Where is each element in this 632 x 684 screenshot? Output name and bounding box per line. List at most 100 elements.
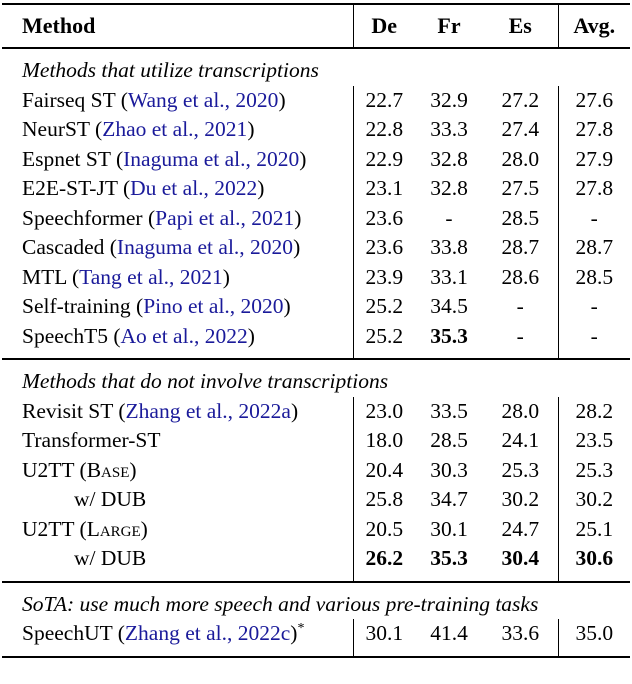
method-label-suffix: ): [290, 621, 298, 645]
score-cell: 28.7: [557, 233, 630, 263]
method-cell: w/ DUB: [2, 485, 353, 515]
method-cell: Fairseq ST (Wang et al., 2020): [2, 86, 353, 116]
table-row: U2TT (Base) 20.4 30.3 25.3 25.3: [2, 455, 630, 485]
citation-link[interactable]: Zhao et al., 2021: [102, 117, 248, 141]
score-cell: 28.7: [501, 235, 540, 259]
method-label: Self-training (: [22, 294, 144, 318]
method-label: Fairseq ST (: [22, 87, 128, 112]
score-cell: 33.3: [430, 117, 468, 141]
score-cell: 27.2: [501, 87, 540, 112]
score-cell: 24.7: [501, 516, 540, 541]
score-cell: 25.2: [352, 321, 415, 359]
score-cell: 35.0: [557, 619, 630, 657]
score-cell: 33.6: [501, 621, 540, 645]
citation-link[interactable]: Inaguma et al., 2020: [116, 235, 294, 259]
citation-link[interactable]: Pino et al., 2020: [143, 294, 284, 318]
score-cell: -: [516, 323, 524, 348]
table-row: U2TT (Large) 20.5 30.1 24.7 25.1: [2, 514, 630, 544]
citation-link[interactable]: Du et al., 2022: [130, 176, 258, 200]
score-cell: 23.9: [352, 262, 415, 292]
score-cell: 33.1: [430, 264, 468, 289]
col-header-fr: Fr: [437, 13, 461, 38]
score-cell: -: [557, 321, 630, 359]
score-cell: 25.3: [501, 457, 540, 482]
score-cell: 25.2: [352, 292, 415, 322]
method-label-suffix: ): [278, 87, 286, 112]
score-cell: 23.1: [352, 174, 415, 204]
method-label-suffix: ): [294, 205, 302, 230]
score-cell: 28.5: [501, 205, 540, 230]
method-label: U2TT (: [22, 516, 87, 541]
score-cell: 32.9: [430, 87, 468, 112]
table-row: SpeechT5 (Ao et al., 2022) 25.2 35.3- -: [2, 321, 630, 360]
method-label-suffix: ): [247, 323, 255, 348]
score-cell: 20.4: [352, 455, 415, 485]
score-cell: 22.7: [352, 85, 415, 115]
score-cell: 30.1: [430, 516, 468, 541]
model-size-label: Large: [86, 516, 141, 541]
method-label: Speechformer (: [22, 205, 156, 230]
method-label-suffix: ): [293, 235, 301, 259]
method-cell: NeurST (Zhao et al., 2021): [2, 115, 353, 145]
score-cell: -: [445, 205, 453, 230]
method-label-suffix: ): [257, 176, 265, 200]
method-cell: w/ DUB: [2, 544, 353, 582]
method-label: U2TT (: [22, 457, 87, 482]
score-cell: 35.3: [430, 323, 468, 348]
method-label: Cascaded (: [22, 235, 117, 259]
section-heading: Methods that utilize transcriptions: [22, 58, 319, 82]
method-label-suffix: ): [290, 398, 299, 423]
score-cell: -: [516, 294, 524, 318]
method-label: w/ DUB: [74, 546, 147, 570]
method-label-suffix: ): [140, 516, 148, 541]
score-cell: 30.4: [501, 546, 540, 570]
method-label: w/ DUB: [74, 487, 147, 511]
score-cell: 27.4: [501, 117, 540, 141]
citation-link[interactable]: Zhang et al., 2022a: [125, 398, 291, 423]
score-cell: 35.3: [430, 546, 468, 570]
section-row: Methods that do not involve transcriptio…: [2, 359, 630, 397]
score-cell: 32.8: [430, 146, 468, 171]
score-cell: 33.5: [430, 398, 468, 423]
method-cell: Cascaded (Inaguma et al., 2020): [2, 233, 353, 263]
citation-link[interactable]: Zhang et al., 2022c: [124, 621, 291, 645]
score-cell: 27.8: [557, 174, 630, 204]
method-cell: MTL (Tang et al., 2021): [2, 263, 353, 293]
score-cell: 23.0: [352, 396, 415, 426]
table-row: MTL (Tang et al., 2021) 23.9 33.1 28.6 28.5: [2, 262, 630, 293]
citation-link[interactable]: Inaguma et al., 2020: [123, 146, 300, 171]
header-row: Method De Fr Es Avg.: [2, 4, 630, 48]
method-cell: SpeechT5 (Ao et al., 2022): [2, 322, 353, 360]
section-heading: Methods that do not involve transcriptio…: [22, 369, 389, 393]
method-label-suffix: ): [283, 294, 291, 318]
table-row: SpeechUT (Zhang et al., 2022c)* 30.1 41.4 3…: [2, 619, 630, 657]
citation-link[interactable]: Tang et al., 2021: [79, 264, 223, 289]
method-label: SpeechT5 (: [22, 323, 121, 348]
method-label: E2E-ST-JT (: [22, 176, 131, 200]
score-cell: 20.5: [352, 514, 415, 544]
score-cell: 28.2: [557, 396, 630, 426]
citation-link[interactable]: Papi et al., 2021: [155, 205, 295, 230]
score-cell: -: [557, 292, 630, 322]
method-label-suffix: ): [247, 117, 255, 141]
score-cell: 28.0: [501, 146, 540, 171]
section-row: Methods that utilize transcriptions: [2, 48, 630, 86]
score-cell: 23.6: [352, 203, 415, 233]
method-label: NeurST (: [22, 117, 103, 141]
table-row: Revisit ST (Zhang et al., 2022a) 23.0 33.5…: [2, 396, 630, 427]
score-cell: 32.8: [430, 176, 468, 200]
score-cell: 26.2: [352, 544, 415, 582]
table-row: w/ DUB 26.2 35.3 30.4 30.6: [2, 544, 630, 582]
citation-link[interactable]: Ao et al., 2022: [120, 323, 248, 348]
score-cell: 22.8: [352, 115, 415, 145]
score-cell: 25.1: [557, 514, 630, 544]
score-cell: 23.6: [352, 233, 415, 263]
method-cell: Revisit ST (Zhang et al., 2022a): [2, 397, 353, 427]
score-cell: 27.8: [557, 115, 630, 145]
citation-link[interactable]: Wang et al., 2020: [127, 87, 279, 112]
method-label-suffix: ): [222, 264, 230, 289]
results-table: Method De Fr Es Avg. Methods that utiliz…: [2, 3, 630, 658]
col-header-de: De: [352, 4, 415, 48]
section-heading: SoTA: use much more speech and various p…: [22, 591, 539, 616]
table-row: Cascaded (Inaguma et al., 2020) 23.6 33.8 2…: [2, 233, 630, 263]
